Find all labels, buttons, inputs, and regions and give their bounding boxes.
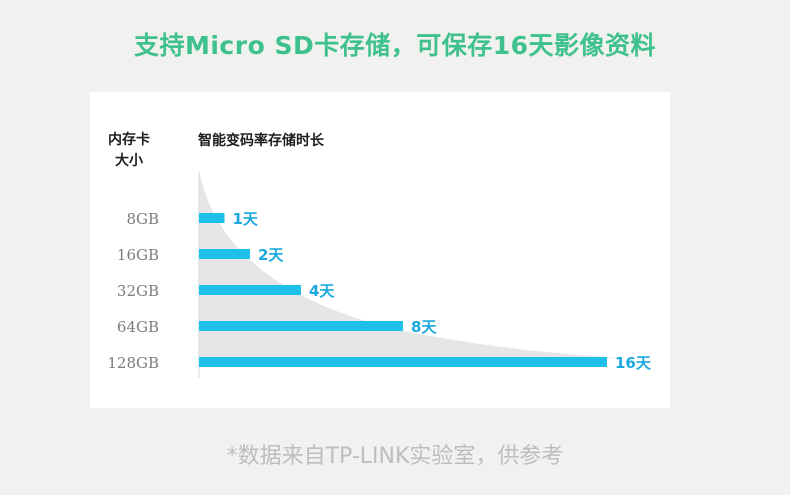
storage-bar xyxy=(199,285,301,295)
storage-bar xyxy=(199,357,607,367)
card-size-header: 内存卡 大小 xyxy=(104,130,154,172)
storage-bar xyxy=(199,249,250,259)
bar-value-label: 4天 xyxy=(309,282,335,300)
footnote: *数据来自TP-LINK实验室，供参考 xyxy=(226,444,564,469)
chart-marks: 8GB 1天 16GB 2天 32GB 4天 64GB 8天 128GB 16天 xyxy=(107,210,652,372)
storage-time-header: 智能变码率存储时长 xyxy=(198,133,324,149)
category-label: 8GB xyxy=(126,210,159,228)
category-label: 128GB xyxy=(107,354,159,372)
bar-value-label: 2天 xyxy=(258,246,284,264)
storage-bar xyxy=(199,213,225,223)
headline: 支持Micro SD卡存储，可保存16天影像资料 xyxy=(133,31,657,60)
category-label: 64GB xyxy=(117,318,159,336)
storage-bar-chart: 8GB 1天 16GB 2天 32GB 4天 64GB 8天 128GB 16天 xyxy=(107,170,652,378)
bar-value-label: 1天 xyxy=(233,210,259,228)
card-size-header-line-1: 内存卡 xyxy=(108,132,150,148)
bar-value-label: 8天 xyxy=(411,318,437,336)
storage-bar xyxy=(199,321,403,331)
chart-card: 内存卡 大小 智能变码率存储时长 8GB 1天 16GB 2天 32GB 4天 64GB 8天… xyxy=(90,92,670,408)
bar-value-label: 16天 xyxy=(615,354,652,372)
category-label: 32GB xyxy=(117,282,159,300)
card-size-header-line-2: 大小 xyxy=(115,153,143,169)
category-label: 16GB xyxy=(117,246,159,264)
decay-area xyxy=(199,170,619,358)
